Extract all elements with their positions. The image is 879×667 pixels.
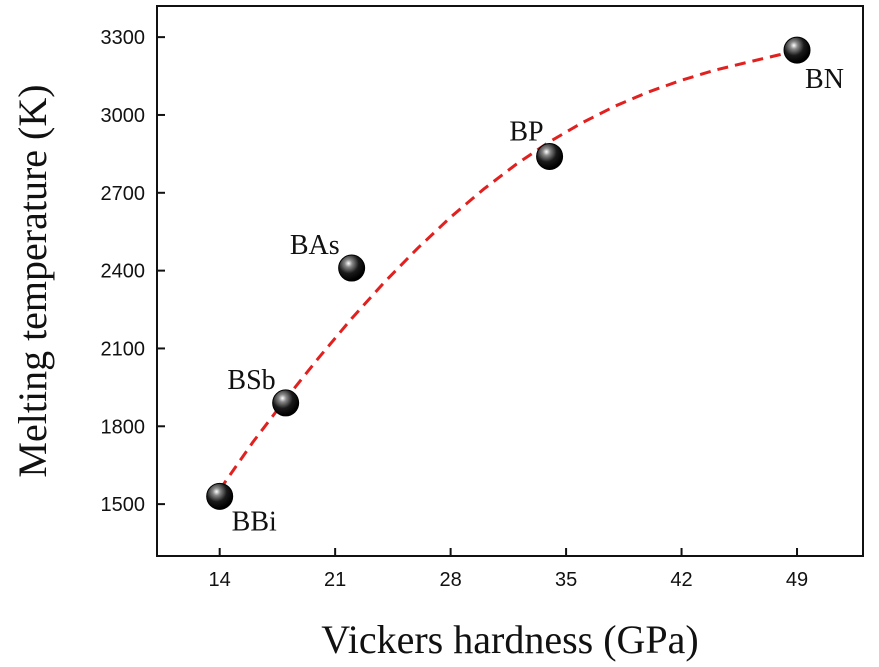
y-tick-label: 1800 [101, 416, 146, 438]
data-point-bn [783, 36, 811, 64]
y-tick-label: 2400 [101, 261, 146, 283]
data-point-bas [338, 254, 366, 282]
y-tick-label: 3300 [101, 27, 146, 49]
x-tick-label: 14 [209, 569, 231, 591]
fit-curve-layer [218, 48, 798, 491]
x-axis-title: Vickers hardness (GPa) [321, 617, 698, 662]
point-label-bn: BN [805, 64, 844, 95]
x-tick-label: 28 [439, 569, 461, 591]
y-tick-label: 2700 [101, 183, 146, 205]
point-label-bsb: BSb [227, 365, 275, 396]
y-tick-label: 1500 [101, 494, 146, 516]
point-label-bas: BAs [290, 230, 340, 261]
data-points: BBi BSb BAs BP BN [206, 36, 844, 537]
y-axis-title: Melting temperature (K) [10, 84, 55, 477]
x-tick-label: 35 [555, 569, 577, 591]
ticks: 14 21 28 35 42 49 1500 1800 2100 2400 2700 3000 3300 [101, 27, 809, 591]
plot-frame [156, 5, 864, 557]
fit-curve [218, 48, 798, 491]
axes [156, 5, 864, 557]
point-label-bp: BP [509, 116, 543, 147]
data-point-bsb [272, 389, 300, 417]
data-point-bp [536, 142, 564, 170]
y-tick-label: 2100 [101, 338, 146, 360]
data-point-bbi [206, 482, 234, 510]
y-tick-label: 3000 [101, 105, 146, 127]
x-tick-label: 42 [670, 569, 692, 591]
x-tick-label: 49 [786, 569, 808, 591]
point-label-bbi: BBi [232, 506, 277, 537]
x-tick-label: 21 [324, 569, 346, 591]
